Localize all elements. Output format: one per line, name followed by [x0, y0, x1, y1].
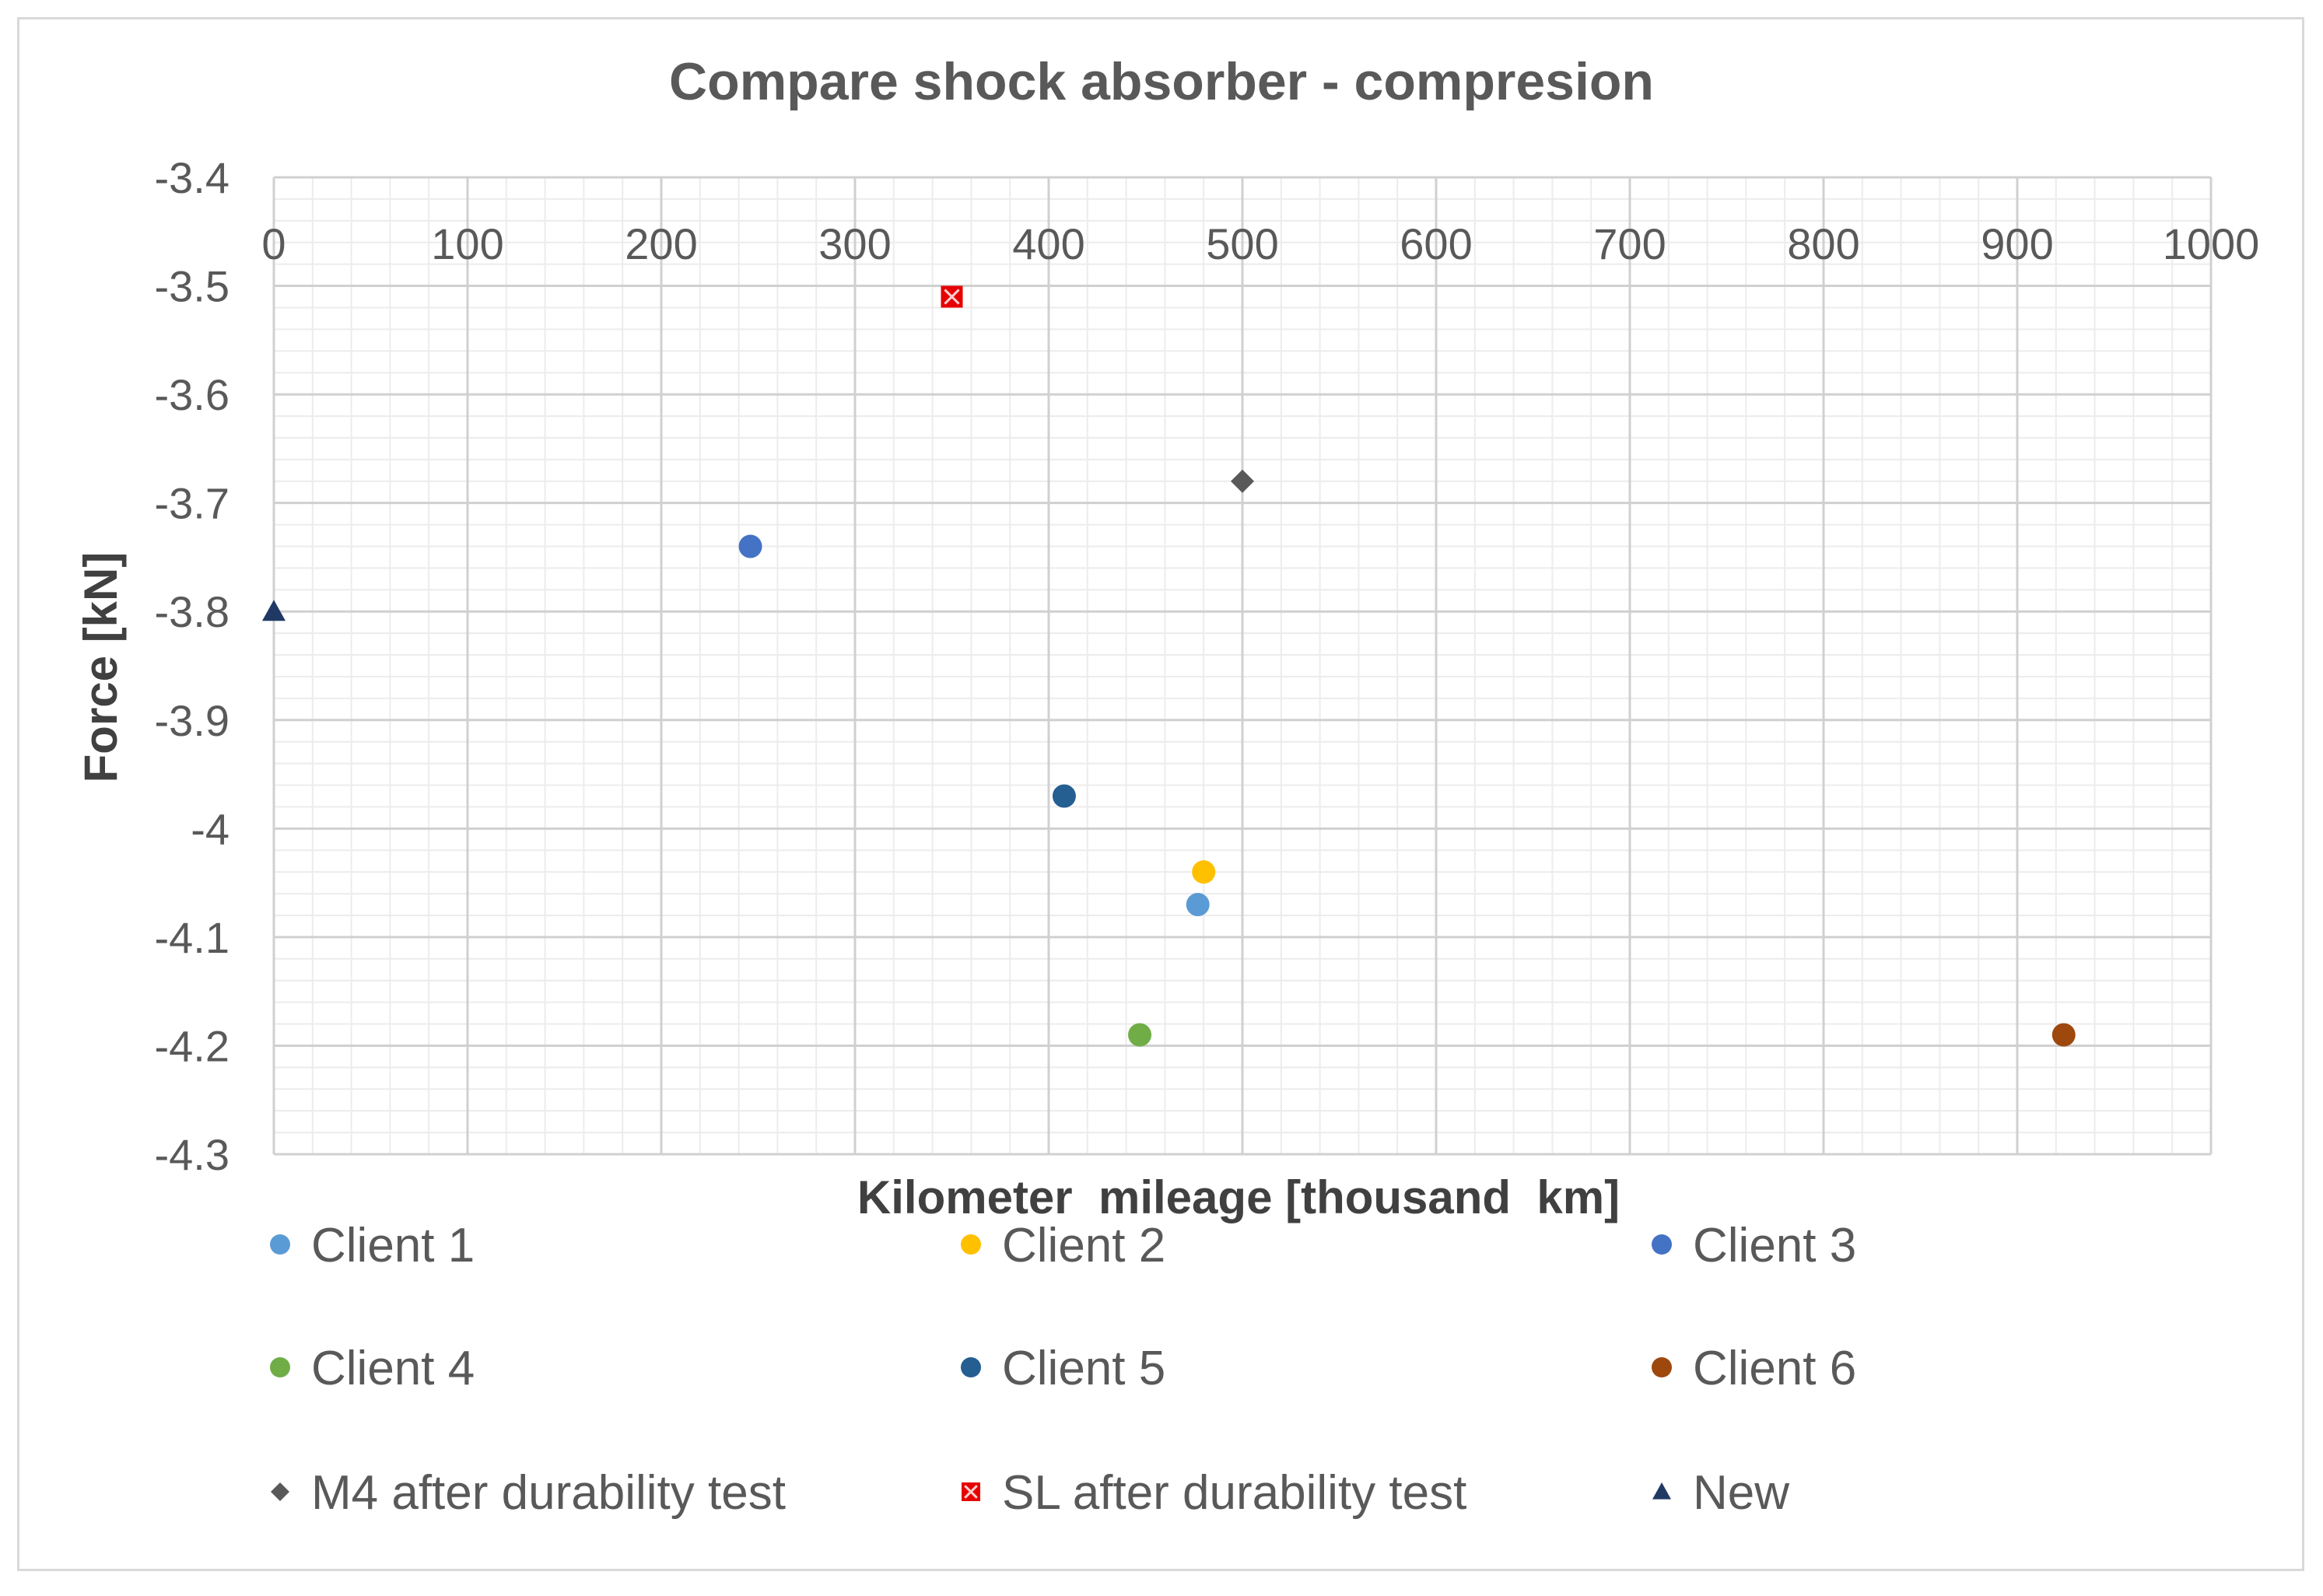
legend-entry: Client 5	[961, 1342, 1165, 1395]
y-tick-label: -3.4	[155, 153, 230, 202]
data-point-client-5	[1052, 784, 1076, 808]
legend-marker	[1652, 1482, 1671, 1500]
legend-entry: SL after durability test	[962, 1466, 1466, 1520]
legend-marker	[962, 1482, 980, 1501]
legend-label: M4 after durability test	[311, 1466, 786, 1520]
x-tick-label: 300	[818, 219, 891, 268]
x-tick-label: 1000	[2163, 219, 2260, 268]
data-point-client-2	[1192, 860, 1216, 884]
y-tick-label: -4	[191, 804, 229, 853]
legend-marker	[270, 1234, 290, 1255]
y-tick-label: -4.2	[155, 1021, 230, 1070]
legend: Client 1 Client 2 Client 3 Client 4 Client 5…	[270, 1219, 1856, 1520]
legend-label: Client 6	[1693, 1342, 1856, 1395]
legend-entry: Client 6	[1652, 1342, 1856, 1395]
marker-cross	[964, 1485, 978, 1499]
data-point-new	[262, 600, 286, 621]
y-tick-label: -4.1	[155, 913, 230, 962]
y-tick-label: -3.8	[155, 587, 230, 636]
y-tick-label: -4.3	[155, 1130, 230, 1179]
legend-marker	[271, 1482, 289, 1501]
legend-entry: New	[1652, 1466, 1789, 1520]
data-point-client-6	[2051, 1023, 2076, 1047]
legend-entry: Client 2	[961, 1219, 1165, 1272]
data-point-sl-after-durability-test	[941, 285, 963, 308]
x-tick-label: 500	[1206, 219, 1278, 268]
y-tick-label: -3.5	[155, 262, 230, 311]
x-tick-label: 400	[1012, 219, 1084, 268]
legend-entry: Client 3	[1652, 1219, 1856, 1272]
legend-entry: Client 1	[270, 1219, 475, 1272]
y-tick-label: -3.9	[155, 696, 230, 745]
data-points	[262, 285, 2076, 1047]
legend-label: Client 1	[311, 1219, 475, 1272]
legend-label: Client 2	[1002, 1219, 1165, 1272]
legend-marker	[1652, 1234, 1672, 1255]
data-point-client-3	[738, 534, 762, 558]
data-point-m4-after-durability-test	[1231, 469, 1254, 493]
x-tick-label: 600	[1400, 219, 1472, 268]
x-tick-labels: 0 100 200 300 400 500 600 700 800 900 1000	[261, 219, 2259, 268]
data-point-client-4	[1128, 1023, 1152, 1047]
legend-marker	[1652, 1357, 1672, 1377]
legend-marker	[270, 1357, 290, 1377]
marker-cross	[944, 289, 960, 305]
chart-title: Compare shock absorber - compresion	[669, 52, 1654, 111]
y-tick-labels: -3.4 -3.5 -3.6 -3.7 -3.8 -3.9 -4 -4.1 -4.2 -4.3	[155, 153, 230, 1179]
legend-entry: M4 after durability test	[271, 1466, 786, 1520]
legend-label: Client 5	[1002, 1342, 1165, 1395]
legend-label: Client 3	[1693, 1219, 1856, 1272]
legend-label: Client 4	[311, 1342, 475, 1395]
legend-entry: Client 4	[270, 1342, 475, 1395]
x-tick-label: 200	[625, 219, 697, 268]
x-axis-title: Kilometer mileage [thousand km]	[857, 1171, 1620, 1223]
legend-marker	[961, 1234, 981, 1255]
x-tick-label: 0	[261, 219, 286, 268]
legend-label: New	[1693, 1466, 1789, 1520]
legend-label: SL after durability test	[1002, 1466, 1466, 1520]
major-grid	[272, 176, 2213, 1156]
y-tick-label: -3.7	[155, 479, 230, 528]
x-tick-label: 900	[1981, 219, 2053, 268]
data-point-client-1	[1186, 893, 1210, 917]
x-tick-label: 700	[1593, 219, 1666, 268]
chart-frame	[17, 17, 2304, 1571]
y-axis-title: Force [kN]	[75, 552, 127, 783]
x-tick-label: 100	[431, 219, 503, 268]
legend-marker	[961, 1357, 981, 1377]
y-tick-label: -3.6	[155, 370, 230, 419]
x-tick-label: 800	[1787, 219, 1859, 268]
